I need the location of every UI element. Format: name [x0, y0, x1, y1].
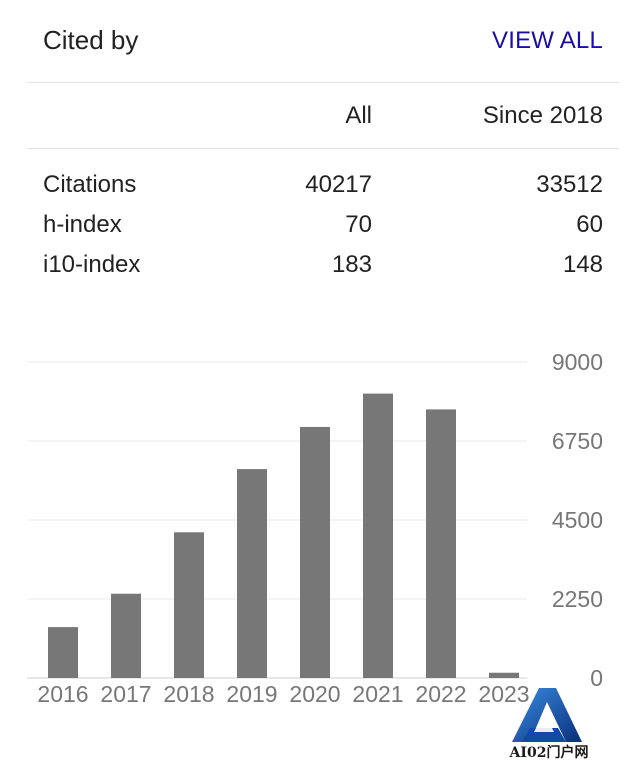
column-header-since: Since 2018	[482, 102, 603, 129]
y-tick-label: 4500	[552, 507, 603, 533]
section-title: Cited by	[43, 25, 139, 55]
y-tick-label: 6750	[552, 428, 603, 454]
h-index-all: 70	[345, 211, 372, 238]
column-header-all: All	[345, 102, 372, 129]
x-tick-label-2020: 2020	[289, 681, 340, 707]
citations-since: 33512	[536, 171, 603, 198]
h-index-since: 60	[576, 211, 603, 238]
x-tick-label-2017: 2017	[100, 681, 151, 707]
bar-2019[interactable]	[237, 469, 267, 678]
x-tick-label-2019: 2019	[226, 681, 277, 707]
view-all-link[interactable]: VIEW ALL	[492, 27, 603, 54]
bar-2018[interactable]	[174, 532, 204, 678]
bar-2023[interactable]	[489, 672, 519, 678]
i10-index-since: 148	[562, 251, 603, 278]
y-tick-label: 9000	[552, 349, 603, 375]
ai02-logo-icon	[512, 688, 582, 742]
x-tick-label-2022: 2022	[415, 681, 466, 707]
cited-by-header: Cited by VIEW ALL	[0, 0, 640, 82]
x-tick-label-2021: 2021	[352, 681, 403, 707]
i10-index-all: 183	[331, 251, 372, 278]
citations-bar-chart-svg: 9000 6750 4500 2250 0 2016 2017 2018 2019 2020 202…	[27, 349, 603, 707]
watermark-logo: AI02门户网	[494, 684, 604, 762]
row-label-i10-index: i10-index	[43, 251, 141, 278]
row-label-citations: Citations	[43, 171, 137, 198]
bar-2020[interactable]	[300, 426, 330, 678]
bar-2022[interactable]	[426, 409, 456, 678]
x-tick-label-2016: 2016	[37, 681, 88, 707]
table-header-divider	[27, 148, 619, 149]
y-tick-label: 2250	[552, 586, 603, 612]
row-label-h-index: h-index	[43, 211, 122, 238]
watermark-text: AI02门户网	[509, 745, 589, 761]
citations-all: 40217	[305, 171, 372, 198]
citations-per-year-chart: 9000 6750 4500 2250 0 2016 2017 2018 2019 2020 202…	[0, 340, 640, 720]
x-tick-label-2018: 2018	[163, 681, 214, 707]
bar-2021[interactable]	[363, 393, 393, 678]
header-divider	[27, 82, 619, 83]
y-tick-label: 0	[590, 665, 603, 691]
bar-2016[interactable]	[48, 627, 78, 678]
x-tick-label-2023: 2023	[478, 681, 529, 707]
bar-2017[interactable]	[111, 593, 141, 678]
